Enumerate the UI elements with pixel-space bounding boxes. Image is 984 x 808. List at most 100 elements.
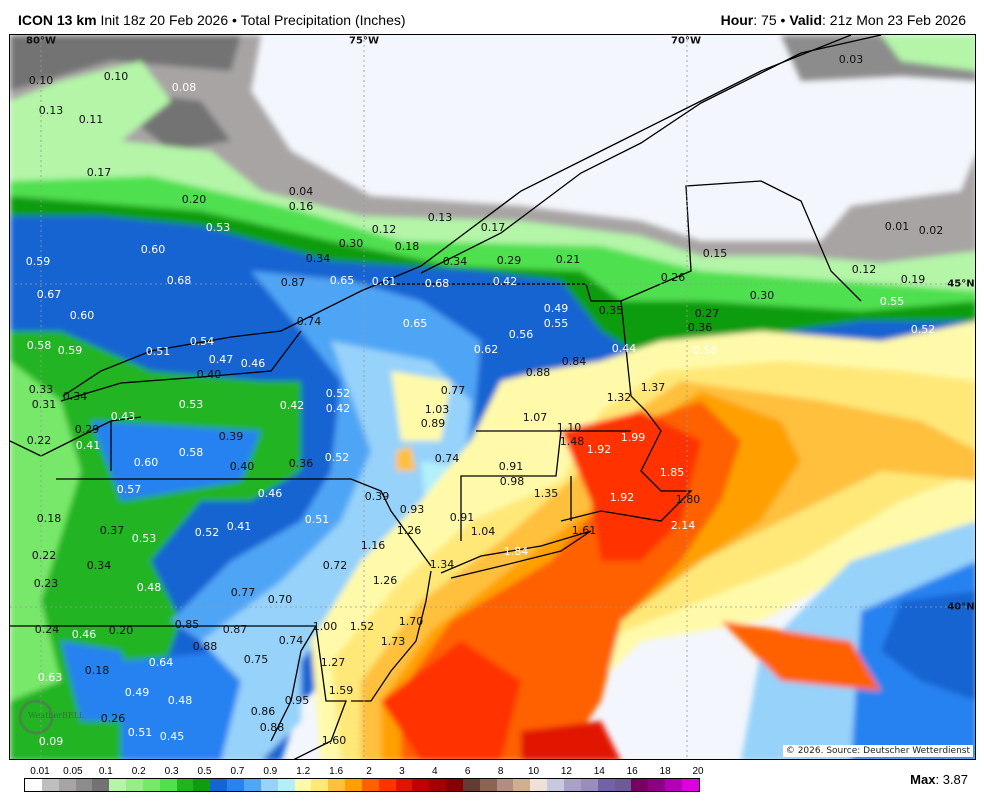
precip-value-label: 0.46 (71, 628, 97, 641)
precip-value-label: 0.34 (305, 252, 331, 265)
precip-value-label: 0.74 (296, 315, 322, 328)
precip-value-label: 1.92 (586, 443, 612, 456)
precip-value-label: 0.39 (218, 430, 244, 443)
precip-value-label: 0.85 (174, 618, 200, 631)
hour-label: Hour (720, 12, 754, 28)
precip-value-label: 1.04 (470, 525, 496, 538)
color-swatch (227, 779, 244, 791)
precip-value-label: 0.24 (34, 623, 60, 636)
color-swatch (446, 779, 463, 791)
precip-value-label: 0.34 (442, 255, 468, 268)
color-swatch (345, 779, 362, 791)
precip-value-label: 1.00 (312, 620, 338, 633)
precip-value-label: 1.52 (349, 620, 375, 633)
color-swatch (176, 779, 194, 791)
hour-value: : 75 (753, 12, 777, 28)
precip-value-label: 0.40 (229, 460, 255, 473)
precip-value-label: 1.27 (320, 656, 346, 669)
precip-value-label: 1.34 (429, 558, 455, 571)
precip-value-label: 0.22 (31, 549, 57, 562)
precip-value-label: 0.49 (124, 686, 150, 699)
precip-value-label: 0.40 (196, 368, 222, 381)
precip-value-label: 0.68 (166, 274, 192, 287)
model-name: ICON 13 km (18, 12, 97, 28)
precip-value-label: 0.20 (181, 193, 207, 206)
valid-time: Hour: 75 • Valid: 21z Mon 23 Feb 2026 (721, 12, 966, 28)
precip-value-label: 1.26 (372, 574, 398, 587)
precip-value-label: 0.93 (399, 503, 425, 516)
precip-value-label: 0.15 (702, 247, 728, 260)
precip-value-label: 0.65 (329, 274, 355, 287)
precip-value-label: 0.30 (338, 237, 364, 250)
valid-value: : 21z Mon 23 Feb 2026 (822, 12, 966, 28)
precip-value-label: 0.87 (280, 276, 306, 289)
scale-tick-label: 10 (527, 766, 540, 777)
color-swatch (41, 779, 59, 791)
product-name: Total Precipitation (Inches) (240, 12, 406, 28)
precip-value-label: 0.51 (304, 513, 330, 526)
precip-value-label: 0.77 (440, 384, 466, 397)
precip-value-label: 0.51 (145, 345, 171, 358)
color-scale-bar (24, 778, 700, 792)
precip-value-label: 1.84 (503, 545, 529, 558)
precip-value-label: 0.60 (140, 243, 166, 256)
color-swatch (631, 779, 649, 791)
precip-value-label: 0.56 (508, 328, 534, 341)
precip-value-label: 0.43 (110, 410, 136, 423)
scale-tick-label: 2 (366, 766, 372, 777)
precip-value-label: 0.04 (288, 185, 314, 198)
scale-tick-label: 8 (497, 766, 504, 777)
precip-value-label: 0.48 (136, 581, 162, 594)
precip-value-label: 0.23 (33, 577, 59, 590)
graticule-label: 80°W (26, 35, 56, 47)
precip-value-label: 1.70 (398, 615, 424, 628)
map-title: ICON 13 km Init 18z 20 Feb 2026 • Total … (18, 12, 406, 28)
precip-value-label: 0.75 (243, 653, 269, 666)
init-time: Init 18z 20 Feb 2026 (100, 12, 229, 28)
scale-tick-label: 3 (399, 766, 405, 777)
scale-tick-label: 1.2 (296, 766, 311, 777)
precip-value-label: 0.08 (171, 81, 197, 94)
color-swatch (648, 779, 666, 791)
scale-tick-label: 0.5 (197, 766, 212, 777)
graticule-label: 45°N (947, 278, 975, 290)
precip-value-label: 0.42 (325, 402, 351, 415)
precip-value-label: 0.58 (26, 339, 52, 352)
precip-value-label: 1.85 (659, 466, 685, 479)
precip-value-label: 0.02 (918, 224, 944, 237)
color-swatch (496, 779, 514, 791)
precip-value-label: 0.12 (371, 223, 397, 236)
precip-value-label: 0.46 (240, 357, 266, 370)
precip-value-label: 1.32 (606, 391, 632, 404)
precip-value-label: 0.17 (86, 166, 112, 179)
precip-value-label: 0.37 (99, 524, 125, 537)
color-swatch (311, 779, 329, 791)
precip-value-label: 0.52 (325, 387, 351, 400)
precip-value-label: 0.12 (851, 263, 877, 276)
color-swatch (75, 779, 93, 791)
precip-value-label: 0.18 (84, 664, 110, 677)
scale-tick-label: 6 (464, 766, 471, 777)
scale-tick-label: 1.6 (329, 766, 344, 777)
precip-value-label: 1.61 (571, 524, 597, 537)
precip-value-label: 0.88 (192, 640, 218, 653)
color-swatch (564, 779, 581, 791)
precip-value-label: 0.18 (36, 512, 62, 525)
scale-tick-label: 16 (626, 766, 638, 777)
precip-value-label: 0.91 (498, 460, 524, 473)
precip-value-label: 0.46 (257, 487, 283, 500)
precip-value-label: 0.20 (108, 624, 134, 637)
max-value: Max: 3.87 (910, 772, 968, 787)
precip-value-label: 0.45 (159, 730, 185, 743)
precip-value-label: 0.01 (884, 220, 910, 233)
color-swatch (614, 779, 632, 791)
precip-value-label: 1.73 (380, 635, 406, 648)
precip-value-label: 0.10 (103, 70, 129, 83)
precip-value-label: 0.88 (525, 366, 551, 379)
color-swatch (294, 779, 312, 791)
precip-value-label: 0.36 (687, 321, 713, 334)
precip-value-label: 0.13 (38, 104, 64, 117)
color-swatch (92, 779, 110, 791)
precip-value-label: 0.91 (449, 511, 475, 524)
precip-value-label: 0.72 (322, 559, 348, 572)
